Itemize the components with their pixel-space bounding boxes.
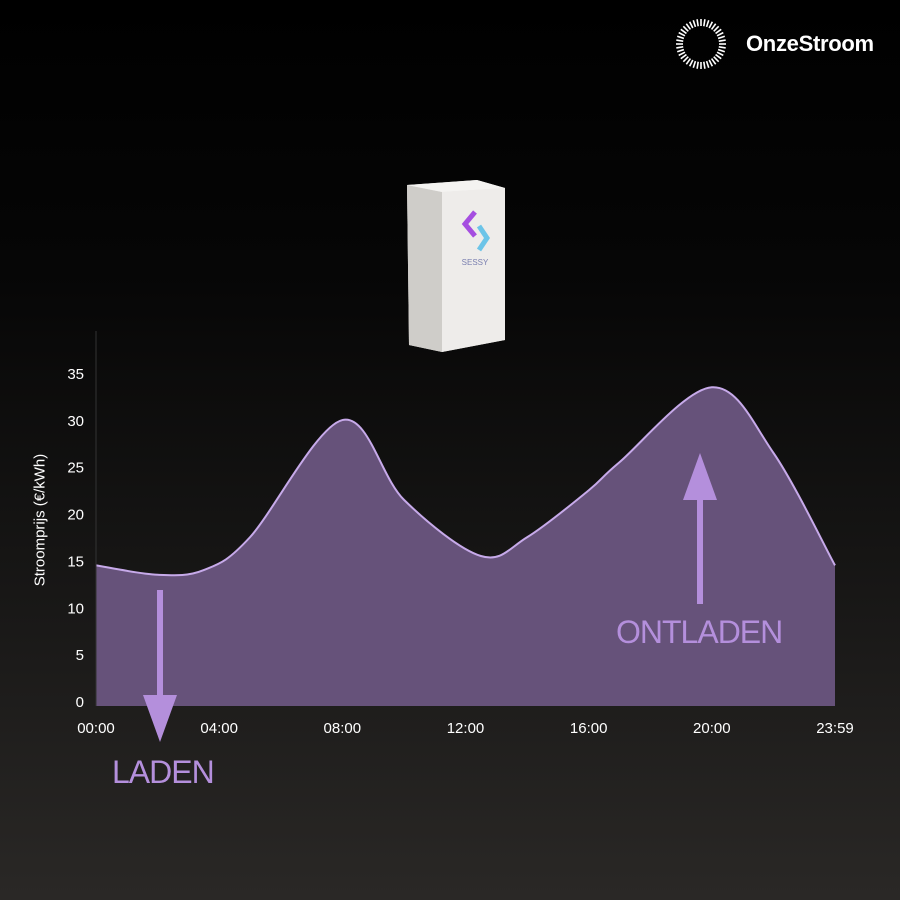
device-label: SESSY (462, 258, 489, 267)
x-tick-label: 04:00 (200, 720, 238, 737)
x-tick-label: 20:00 (693, 720, 731, 737)
dashed-circle-icon (676, 19, 726, 69)
y-tick-label: 5 (76, 647, 84, 664)
brand-logo: OnzeStroom (674, 17, 874, 71)
y-tick-label: 15 (67, 553, 84, 570)
y-tick-label: 20 (67, 507, 84, 524)
up-arrow-icon (683, 453, 717, 604)
x-tick-label: 08:00 (324, 720, 362, 737)
x-tick-label: 00:00 (77, 720, 115, 737)
price-line (95, 386, 836, 577)
discharge-label: ONTLADEN (616, 614, 783, 650)
x-tick-label: 12:00 (447, 720, 485, 737)
y-tick-label: 10 (67, 600, 84, 617)
sessy-battery-image: SESSY (407, 180, 505, 352)
x-tick-label: 23:59 (816, 720, 854, 737)
y-tick-label: 25 (67, 460, 84, 477)
brand-name: OnzeStroom (746, 31, 874, 56)
charge-label: LADEN (112, 754, 215, 790)
down-arrow-icon (143, 590, 177, 742)
x-tick-label: 16:00 (570, 720, 608, 737)
y-tick-label: 30 (67, 413, 84, 430)
y-tick-label: 35 (67, 366, 84, 383)
y-tick-label: 0 (76, 694, 84, 711)
price-area (96, 387, 835, 706)
